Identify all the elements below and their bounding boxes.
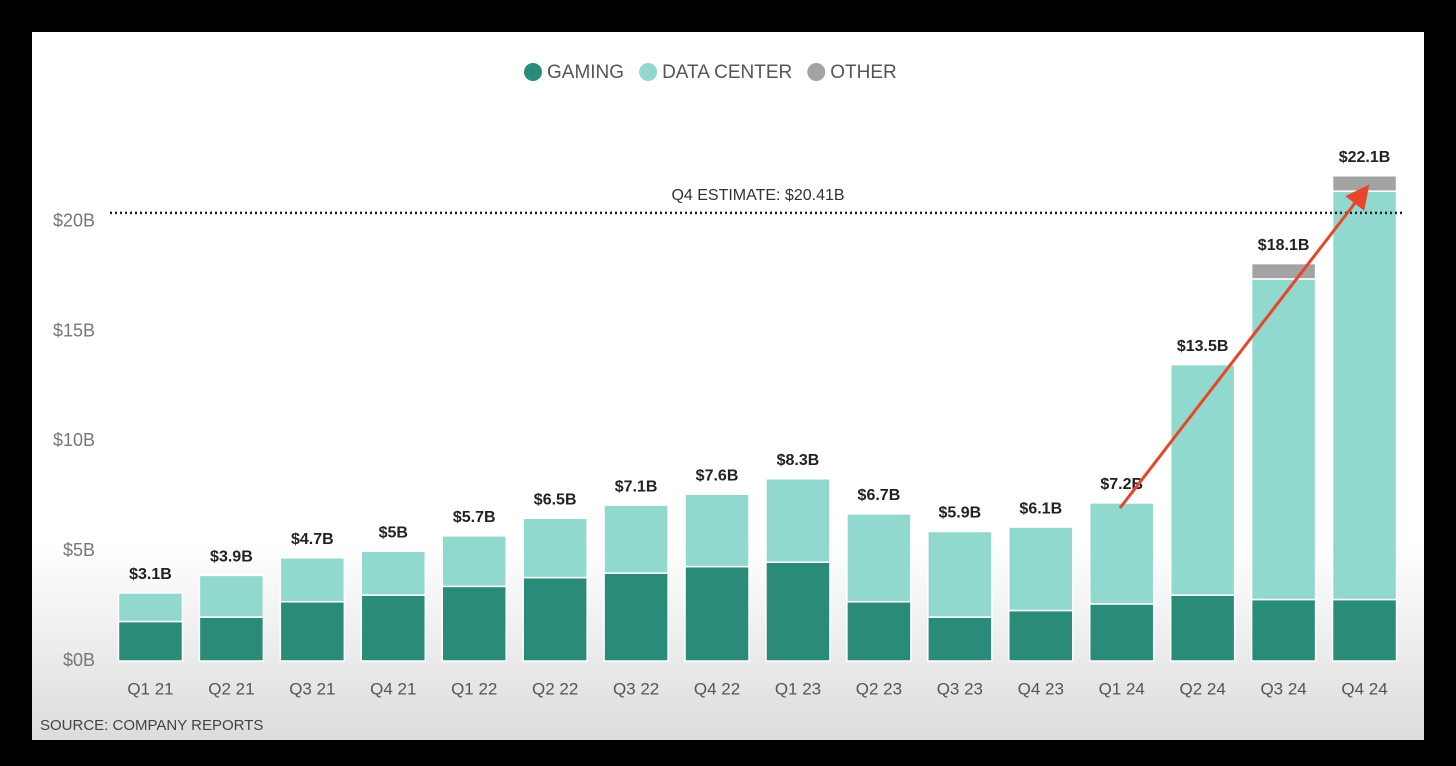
bar-segment — [1250, 598, 1317, 662]
x-tick-label: Q2 22 — [532, 679, 578, 698]
legend-swatch — [639, 63, 658, 81]
bar-segment — [603, 572, 669, 662]
data-label: $5.7B — [453, 509, 496, 526]
data-label: $6.7B — [858, 487, 901, 504]
bar-segment — [927, 616, 993, 662]
bar-segment — [279, 600, 346, 662]
x-tick-label: Q4 23 — [1018, 679, 1064, 698]
x-tick-label: Q3 22 — [613, 679, 659, 698]
legend-swatch — [807, 63, 826, 81]
data-label: $6.1B — [1019, 500, 1062, 517]
bar-segment — [1331, 190, 1398, 601]
y-tick-label: $5B — [63, 540, 95, 560]
bar-segment — [117, 592, 184, 623]
bar-segment — [1088, 603, 1155, 662]
data-label: $6.5B — [534, 492, 577, 509]
bar-segment — [765, 561, 831, 662]
data-label: $7.6B — [696, 467, 739, 484]
data-label: $5B — [379, 524, 408, 541]
bar-segment — [765, 478, 831, 563]
bar-segment — [846, 513, 912, 603]
data-label: $3.9B — [210, 549, 253, 566]
x-tick-label: Q1 21 — [127, 679, 173, 698]
x-tick-label: Q2 23 — [856, 679, 902, 698]
legend-label: GAMING — [547, 62, 624, 83]
data-label: $3.1B — [129, 566, 172, 583]
x-tick-label: Q4 21 — [370, 679, 416, 698]
legend-label: OTHER — [830, 62, 897, 83]
data-label: $8.3B — [777, 452, 820, 469]
data-label: $7.1B — [615, 478, 658, 495]
y-tick-label: $0B — [63, 650, 95, 670]
bar-segment — [522, 517, 588, 579]
bar-segment — [117, 620, 184, 662]
x-tick-label: Q4 22 — [694, 679, 740, 698]
bar-segment — [846, 600, 912, 662]
bar-segment — [1331, 175, 1398, 192]
bar-segment — [1008, 609, 1074, 662]
y-tick-label: $10B — [53, 430, 95, 450]
x-tick-label: Q3 24 — [1260, 679, 1306, 698]
legend-swatch — [524, 63, 542, 81]
x-tick-label: Q2 24 — [1180, 679, 1226, 698]
bar-segment — [198, 574, 265, 618]
data-label: $22.1B — [1339, 149, 1391, 166]
source: SOURCE: COMPANY REPORTS — [40, 717, 263, 734]
x-tick-label: Q3 21 — [289, 679, 335, 698]
bar-segment — [441, 585, 507, 662]
data-label: $4.7B — [291, 531, 334, 548]
x-tick-label: Q2 21 — [208, 679, 254, 698]
bar-segment — [1088, 502, 1155, 605]
bar-segment — [1250, 278, 1317, 601]
data-label: $13.5B — [1177, 338, 1229, 355]
bar-segment — [927, 530, 993, 618]
data-label: $5.9B — [938, 505, 981, 522]
x-tick-label: Q1 24 — [1099, 679, 1145, 698]
bar-segment — [522, 576, 588, 662]
arrow — [1118, 184, 1370, 509]
bar-segment — [360, 594, 427, 662]
data-label: $7.2B — [1100, 476, 1143, 493]
x-tick-label: Q3 23 — [937, 679, 983, 698]
bar-segment — [1008, 526, 1074, 612]
x-tick-label: Q1 22 — [451, 679, 497, 698]
bar-segment — [684, 493, 750, 568]
y-tick-label: $20B — [53, 211, 95, 231]
bar-segment — [198, 616, 265, 662]
bar-segment — [1169, 594, 1236, 662]
x-tick-label: Q4 24 — [1341, 679, 1387, 698]
bar-segment — [279, 557, 346, 603]
bar-segment — [684, 565, 750, 662]
reference-label: Q4 ESTIMATE: $20.41B — [671, 187, 844, 204]
x-tick-label: Q1 23 — [775, 679, 821, 698]
bar-segment — [1331, 598, 1398, 662]
bar-segment — [360, 550, 427, 596]
data-label: $18.1B — [1258, 237, 1310, 254]
bar-segment — [441, 535, 507, 588]
y-tick-label: $15B — [53, 320, 95, 340]
legend-label: DATA CENTER — [662, 62, 792, 83]
bar-segment — [603, 504, 669, 574]
